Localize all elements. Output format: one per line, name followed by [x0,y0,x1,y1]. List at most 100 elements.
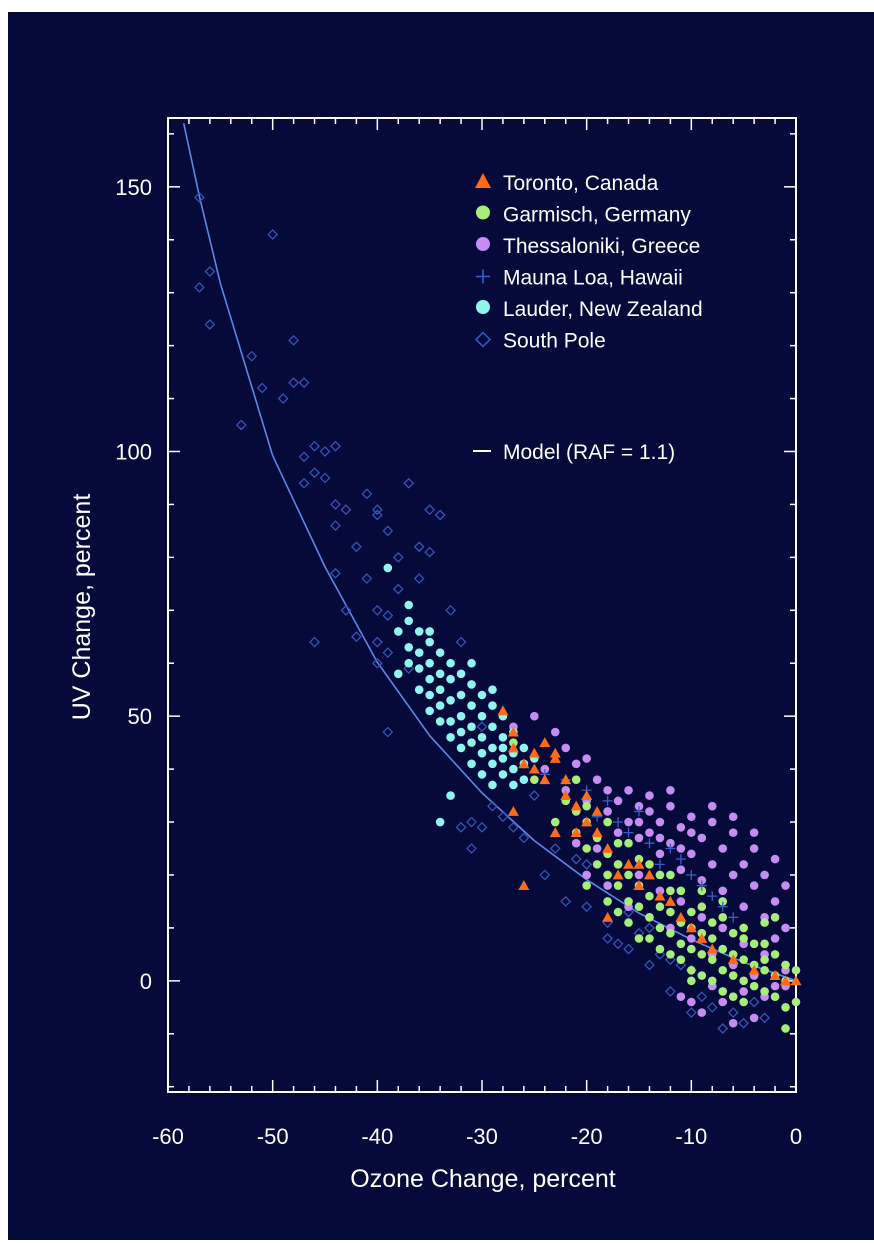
thessaloniki-greece-point [707,860,717,869]
south-pole-point [581,901,593,913]
thessaloniki-greece-point [655,833,665,843]
south-pole-point [466,816,477,828]
thessaloniki-greece-point [687,997,696,1007]
south-pole-point [371,509,383,521]
lauder-new-zealand-point [393,627,403,636]
toronto-canada-point [539,774,551,785]
thessaloniki-greece-point [749,844,759,853]
toronto-canada-point [528,763,540,774]
garmisch-germany-point [655,902,665,912]
data-points-group [193,191,802,1034]
south-pole-point [361,488,373,500]
lauder-new-zealand-point [446,658,455,668]
thessaloniki-greece-point [770,897,780,906]
garmisch-germany-point [666,950,675,959]
lauder-new-zealand-point [467,722,476,732]
garmisch-germany-point [530,775,539,784]
y-tick-label: 100 [115,439,152,464]
garmisch-germany-point [687,965,696,975]
garmisch-germany-point [676,886,686,896]
toronto-canada-point [780,975,792,986]
south-pole-point [298,477,310,489]
toronto-canada-point [570,827,582,838]
x-tick-label: -20 [571,1124,603,1149]
south-pole-point [549,843,561,854]
lauder-new-zealand-point [456,690,466,700]
x-tick-label: -50 [257,1124,289,1149]
lauder-new-zealand-point [477,748,487,758]
lauder-new-zealand-point [435,648,445,657]
thessaloniki-greece-point [739,987,748,996]
model-curve [182,123,797,982]
south-pole-point [759,1012,771,1024]
x-axis-title: Ozone Change, percent [350,1165,616,1193]
lauder-new-zealand-point [467,701,476,710]
lauder-new-zealand-point [446,717,455,726]
thessaloniki-greece-point [603,807,612,816]
toronto-canada-point [497,705,509,716]
thessaloniki-greece-point [645,828,654,837]
thessaloniki-greece-point [697,875,707,885]
thessaloniki-greece-point [781,881,790,890]
thessaloniki-greece-point [728,828,738,837]
garmisch-germany-point [739,976,748,986]
lauder-new-zealand-point [519,775,529,784]
thessaloniki-greece-point [540,764,550,774]
toronto-canada-point [507,805,519,816]
south-pole-point [246,350,258,362]
garmisch-germany-point [666,886,675,896]
lauder-new-zealand-point [425,637,434,647]
toronto-canada-point [654,890,666,901]
legend-label: Thessaloniki, Greece [503,235,700,258]
garmisch-germany-point [718,965,728,975]
thessaloniki-greece-point [582,870,591,880]
south-pole-point [727,1007,739,1019]
garmisch-germany-point [739,923,748,933]
south-pole-point [403,477,415,489]
toronto-canada-point [643,869,655,880]
lauder-new-zealand-point [477,690,487,700]
garmisch-germany-point [760,955,769,964]
garmisch-germany-point [728,992,738,1002]
garmisch-germany-point [582,801,591,811]
garmisch-germany-point [687,976,696,986]
south-pole-point [476,721,488,733]
mauna-loa-hawaii-point [728,912,739,923]
south-pole-point [685,1007,697,1019]
thessaloniki-greece-point [697,833,707,843]
toronto-canada-point [570,800,582,811]
plot-frame-group [167,117,797,1093]
lauder-new-zealand-point [498,743,508,753]
chart-background [8,12,874,1240]
garmisch-germany-point [592,860,602,869]
garmisch-germany-point [728,928,738,938]
lauder-new-zealand-point [404,616,414,626]
toronto-canada-point [560,774,572,785]
garmisch-germany-point [624,838,633,848]
south-pole-point [350,541,362,553]
thessaloniki-greece-point [687,812,696,822]
garmisch-germany-point [739,955,748,964]
thessaloniki-greece-point [676,897,686,906]
thessaloniki-greece-point [530,711,539,721]
south-pole-point [717,1023,729,1034]
garmisch-germany-point [634,934,644,943]
south-pole-point [309,636,320,648]
thessaloniki-greece-point [728,1018,738,1028]
garmisch-germany-point [687,944,696,954]
lauder-new-zealand-point [467,759,476,769]
thessaloniki-greece-point [645,791,654,800]
toronto-canada-point [591,805,603,816]
garmisch-germany-point [749,981,759,991]
toronto-canada-point [581,816,593,827]
toronto-canada-point [623,858,635,869]
toronto-canada-point [602,843,614,853]
lauder-new-zealand-point [488,780,497,790]
south-pole-point [706,1001,718,1013]
legend-marker [476,237,490,251]
lauder-new-zealand-point [414,648,424,657]
lauder-new-zealand-point [435,669,445,679]
south-pole-point [204,319,216,330]
garmisch-germany-point [582,881,591,890]
garmisch-germany-point [781,960,790,970]
